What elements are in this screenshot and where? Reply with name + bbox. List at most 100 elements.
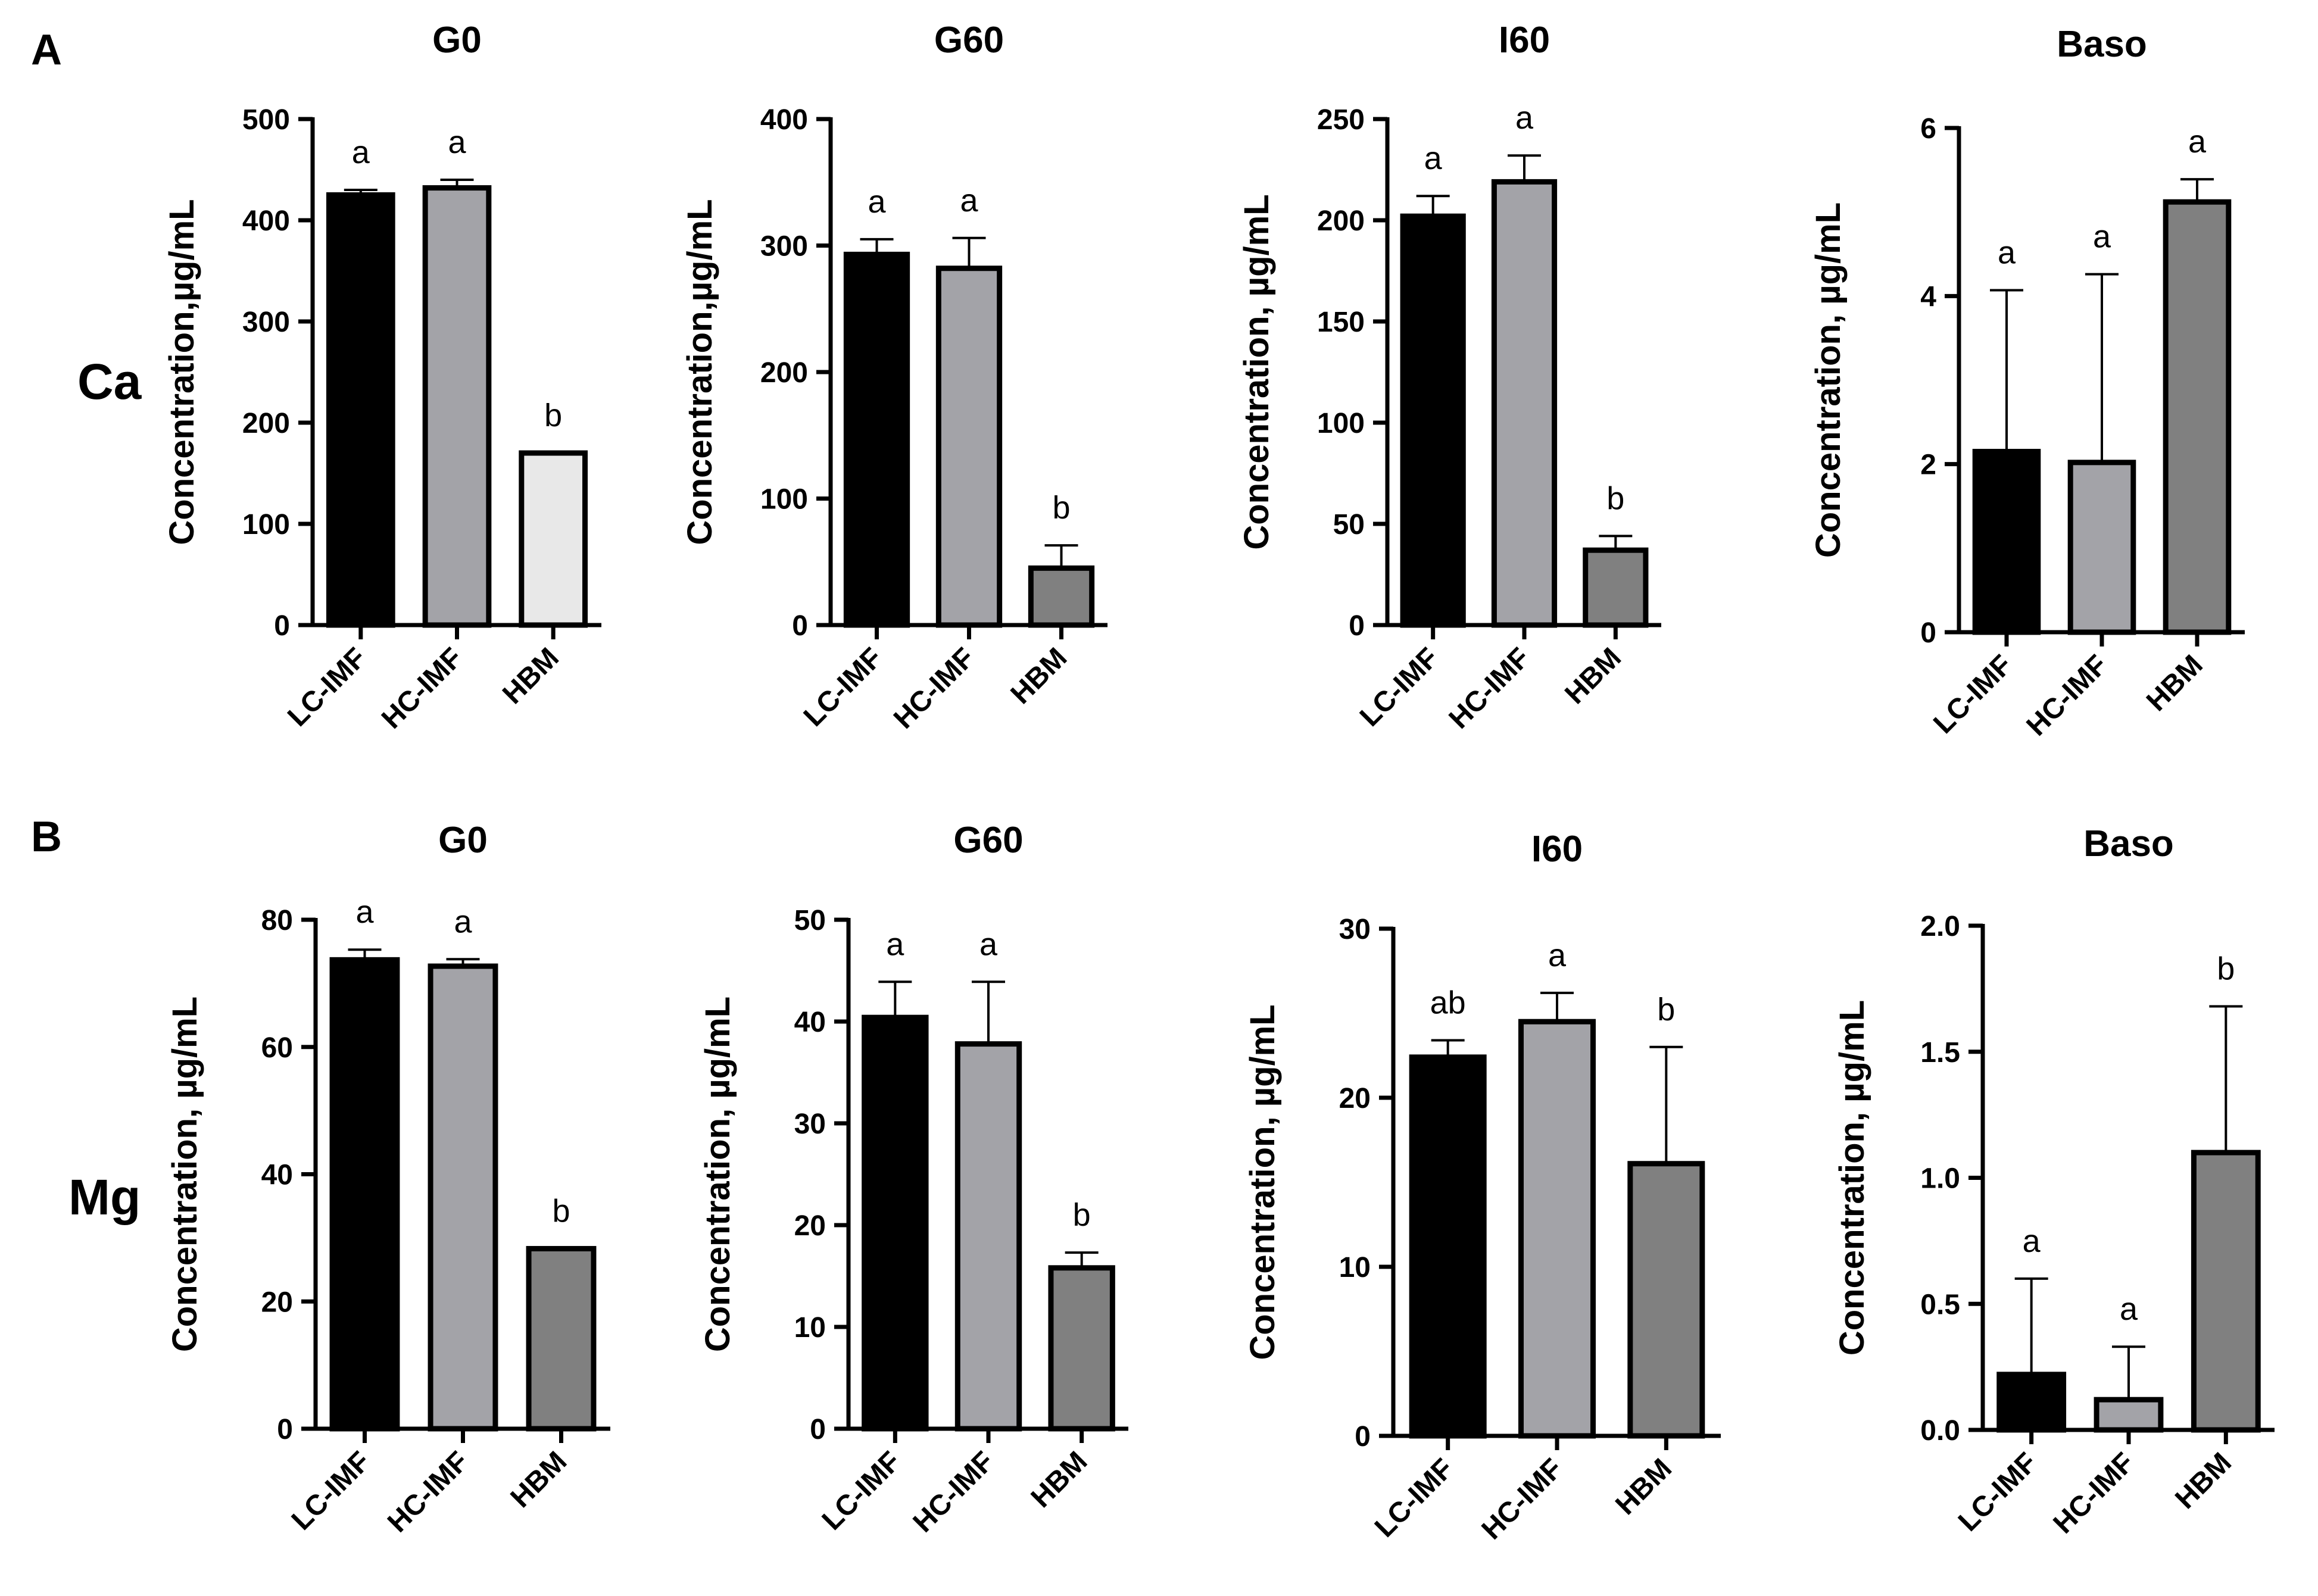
y-tick-label: 200 [1317, 205, 1365, 237]
y-axis-label: Concentration, µg/mL [1809, 202, 1848, 558]
bar-hbm [519, 450, 588, 628]
y-tick-label: 20 [794, 1210, 826, 1242]
significance-label: b [2217, 951, 2235, 987]
bar-hc-imf [2094, 1397, 2164, 1433]
y-tick-label: 0 [1920, 617, 1936, 649]
bar-hbm [526, 1246, 597, 1432]
category-label: LC-IMF [1952, 1447, 2043, 1537]
bar-hbm [2191, 1150, 2261, 1433]
significance-label: b [552, 1194, 570, 1229]
y-tick-label: 1.5 [1920, 1037, 1960, 1069]
category-label: HC-IMF [382, 1445, 475, 1538]
y-tick-label: 0 [1349, 610, 1365, 642]
category-label: LC-IMF [1927, 649, 2018, 739]
bar-hc-imf [422, 185, 492, 628]
significance-label: a [1515, 100, 1534, 136]
bar-hc-imf [954, 1041, 1022, 1432]
bar-hbm [1583, 547, 1649, 628]
significance-label: a [960, 183, 978, 218]
y-axis-label: Concentration,µg/mL [163, 199, 201, 545]
significance-label: a [2023, 1223, 2041, 1259]
y-tick-label: 6 [1920, 113, 1936, 145]
category-label: HBM [505, 1445, 573, 1514]
significance-label: a [1548, 938, 1567, 973]
y-axis-label: Concentration, µg/mL [166, 997, 204, 1352]
bar-hbm [1627, 1161, 1705, 1439]
y-tick-label: 200 [242, 408, 290, 439]
bar-lc-imf [1400, 213, 1466, 628]
y-tick-label: 400 [760, 104, 808, 136]
category-label: HC-IMF [376, 642, 469, 735]
chart-5: G0 Concentration, µg/mL a LC-IMF a HC-IMF b HBM… [166, 820, 610, 1539]
significance-label: b [1073, 1197, 1091, 1233]
significance-label: ab [1430, 985, 1466, 1020]
category-label: HBM [2141, 649, 2209, 717]
category-label: HBM [1025, 1445, 1094, 1514]
chart-7: I60 Concentration, µg/mL ab LC-IMF a HC-IMF b H… [1243, 829, 1721, 1546]
y-axis-label: Concentration, µg/mL [1243, 1004, 1282, 1360]
y-tick-label: 0 [274, 610, 290, 642]
chart-1: G0 Concentration,µg/mL a LC-IMF a HC-IMF b HBM 0… [163, 20, 601, 735]
panel-label-a: A [31, 26, 62, 74]
significance-label: b [1657, 992, 1675, 1027]
category-label: HC-IMF [2048, 1447, 2141, 1539]
y-axis-label: Concentration,µg/mL [681, 199, 719, 545]
y-tick-label: 80 [261, 905, 293, 936]
chart-title: G60 [953, 820, 1023, 861]
y-tick-label: 200 [760, 357, 808, 389]
chart-title: Baso [2083, 823, 2174, 864]
y-tick-label: 0 [810, 1414, 826, 1445]
y-tick-label: 100 [760, 484, 808, 516]
y-tick-label: 20 [1339, 1083, 1371, 1114]
y-tick-label: 50 [1333, 509, 1365, 541]
y-tick-label: 0 [792, 610, 808, 642]
y-tick-label: 60 [261, 1032, 293, 1064]
bar-hbm [1048, 1265, 1115, 1432]
significance-label: a [2120, 1291, 2138, 1327]
bar-lc-imf [326, 192, 395, 628]
y-tick-label: 40 [261, 1160, 293, 1191]
y-tick-label: 4 [1920, 281, 1936, 313]
significance-label: a [868, 184, 886, 220]
bar-lc-imf [862, 1014, 929, 1432]
y-tick-label: 10 [1339, 1252, 1371, 1283]
bar-lc-imf [843, 251, 910, 628]
y-tick-label: 30 [794, 1108, 826, 1140]
y-tick-label: 300 [242, 307, 290, 338]
chart-3: I60 Concentration, µg/mL a LC-IMF a HC-IMF b HB… [1237, 20, 1661, 735]
chart-title: I60 [1531, 829, 1583, 870]
category-label: LC-IMF [1369, 1453, 1459, 1543]
category-label: HBM [1005, 642, 1074, 710]
y-tick-label: 100 [1317, 408, 1365, 439]
significance-label: a [352, 135, 370, 170]
significance-label: b [1052, 490, 1070, 526]
significance-label: b [544, 398, 562, 433]
y-tick-label: 10 [794, 1312, 826, 1344]
bar-lc-imf [1996, 1372, 2067, 1433]
bar-hbm [1028, 565, 1095, 628]
bar-hbm [2163, 199, 2232, 635]
bar-lc-imf [1972, 448, 2041, 635]
category-label: HC-IMF [2021, 649, 2114, 742]
significance-label: a [2188, 124, 2207, 160]
y-tick-label: 100 [242, 509, 290, 541]
category-label: HBM [1609, 1453, 1678, 1521]
significance-label: a [886, 926, 904, 962]
category-label: HBM [1559, 642, 1627, 710]
category-label: HC-IMF [907, 1445, 1000, 1538]
category-label: LC-IMF [798, 642, 888, 732]
category-label: HC-IMF [1443, 642, 1536, 735]
chart-2: G60 Concentration,µg/mL a LC-IMF a HC-IMF b HBM… [681, 20, 1107, 735]
significance-label: b [1606, 480, 1624, 516]
y-tick-label: 400 [242, 205, 290, 237]
y-tick-label: 2 [1920, 449, 1936, 481]
category-label: LC-IMF [816, 1445, 907, 1536]
y-tick-label: 1.0 [1920, 1163, 1960, 1195]
chart-title: I60 [1499, 20, 1550, 61]
bar-hc-imf [428, 963, 498, 1432]
bar-lc-imf [1409, 1054, 1487, 1439]
category-label: LC-IMF [282, 642, 372, 732]
bar-hc-imf [2067, 460, 2136, 635]
row-label-ca: Ca [77, 354, 142, 410]
